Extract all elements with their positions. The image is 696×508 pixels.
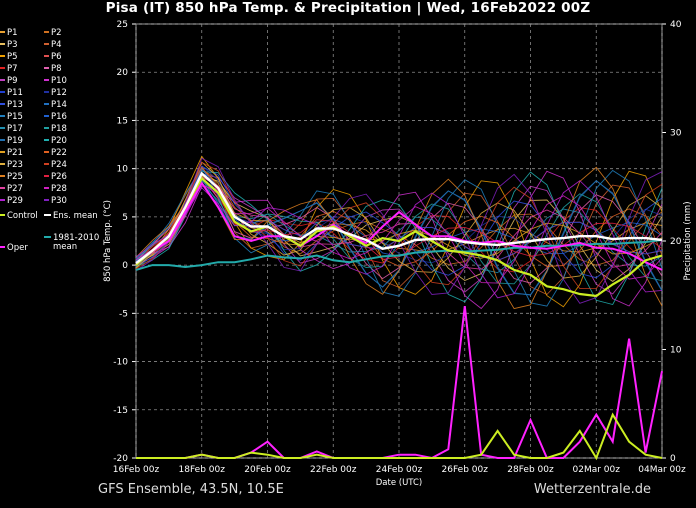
x-tick-label: 18Feb 00z xyxy=(179,465,226,475)
legend-label-P14: P14 xyxy=(51,100,67,110)
legend-label-P6: P6 xyxy=(51,52,62,62)
legend-label-ens-mean: Ens. mean xyxy=(53,211,98,221)
legend-label-oper: Oper xyxy=(7,243,28,253)
legend-label-P27: P27 xyxy=(7,184,23,194)
y-right-tick-label: 40 xyxy=(670,20,682,30)
legend-label-P25: P25 xyxy=(7,172,23,182)
y-right-axis-label: Precipitation (mm) xyxy=(683,201,693,280)
member-line-P12 xyxy=(135,165,663,267)
legend-label-P24: P24 xyxy=(51,160,67,170)
y-left-tick-label: 10 xyxy=(117,165,129,175)
control-precip-line xyxy=(136,412,663,461)
oper-temp-line xyxy=(135,181,663,271)
control-temp-line xyxy=(135,176,663,298)
legend-label-P3: P3 xyxy=(7,40,18,50)
y-left-tick-label: 0 xyxy=(122,261,128,271)
member-line-P15 xyxy=(135,166,663,307)
legend-label-P8: P8 xyxy=(51,64,62,74)
legend-label-P1: P1 xyxy=(7,28,18,38)
legend-label-P22: P22 xyxy=(51,148,67,158)
y-left-tick-label: 25 xyxy=(117,20,128,30)
legend-label-P5: P5 xyxy=(7,52,18,62)
member-line-P24 xyxy=(135,161,663,290)
y-left-tick-label: -5 xyxy=(119,309,128,319)
legend-label-P19: P19 xyxy=(7,136,23,146)
x-tick-label: 02Mar 00z xyxy=(573,465,621,475)
y-right-tick-label: 10 xyxy=(670,346,682,356)
legend-label-P28: P28 xyxy=(51,184,67,194)
legend-label-climate-mean-2: mean xyxy=(53,242,77,252)
member-line-P18 xyxy=(135,182,663,285)
legend-label-P26: P26 xyxy=(51,172,67,182)
member-line-P29 xyxy=(135,180,663,299)
y-right-tick-label: 30 xyxy=(670,129,682,139)
source-credit: Wetterzentrale.de xyxy=(533,482,651,497)
climate-mean-line xyxy=(135,239,663,271)
member-line-P23 xyxy=(135,161,663,279)
legend-label-P18: P18 xyxy=(51,124,67,134)
legend-label-P30: P30 xyxy=(51,196,67,206)
legend-label-P11: P11 xyxy=(7,88,23,98)
legend-label-P17: P17 xyxy=(7,124,23,134)
y-left-tick-label: 15 xyxy=(117,116,128,126)
x-tick-label: 04Mar 00z xyxy=(638,465,686,475)
legend-label-P13: P13 xyxy=(7,100,23,110)
legend-label-P20: P20 xyxy=(51,136,67,146)
x-tick-label: 28Feb 00z xyxy=(507,465,554,475)
legend-label-P12: P12 xyxy=(51,88,67,98)
model-info: GFS Ensemble, 43.5N, 10.5E xyxy=(98,482,284,497)
legend-label-P29: P29 xyxy=(7,196,23,206)
chart-title: Pisa (IT) 850 hPa Temp. & Precipitation … xyxy=(105,0,591,16)
legend-label-P9: P9 xyxy=(7,76,18,86)
x-tick-label: 20Feb 00z xyxy=(244,465,291,475)
legend-label-P21: P21 xyxy=(7,148,23,158)
x-tick-label: 24Feb 00z xyxy=(376,465,423,475)
x-tick-label: 26Feb 00z xyxy=(442,465,489,475)
y-left-axis-label: 850 hPa Temp. (°C) xyxy=(103,200,113,282)
ens-mean-line xyxy=(135,171,663,265)
legend-label-P4: P4 xyxy=(51,40,62,50)
y-right-tick-label: 20 xyxy=(670,237,682,247)
legend-label-P7: P7 xyxy=(7,64,18,74)
member-line-P27 xyxy=(135,176,663,270)
y-right-tick-label: 0 xyxy=(670,454,676,464)
x-axis-label: Date (UTC) xyxy=(376,478,423,488)
x-tick-label: 16Feb 00z xyxy=(113,465,160,475)
y-left-tick-label: -15 xyxy=(113,406,128,416)
member-line-P7 xyxy=(135,179,663,273)
legend-label-P2: P2 xyxy=(51,28,62,38)
y-left-tick-label: 5 xyxy=(122,213,128,223)
y-left-tick-label: -20 xyxy=(113,454,128,464)
legend-label-P16: P16 xyxy=(51,112,67,122)
legend-label-control: Control xyxy=(7,211,38,221)
legend-label-climate-mean: 1981-2010 xyxy=(53,233,99,243)
legend-label-P10: P10 xyxy=(51,76,67,86)
legend-label-P15: P15 xyxy=(7,112,23,122)
y-left-tick-label: -10 xyxy=(113,358,128,368)
y-left-tick-label: 20 xyxy=(117,68,129,78)
legend-label-P23: P23 xyxy=(7,160,23,170)
x-tick-label: 22Feb 00z xyxy=(310,465,357,475)
member-line-P20 xyxy=(135,171,663,306)
